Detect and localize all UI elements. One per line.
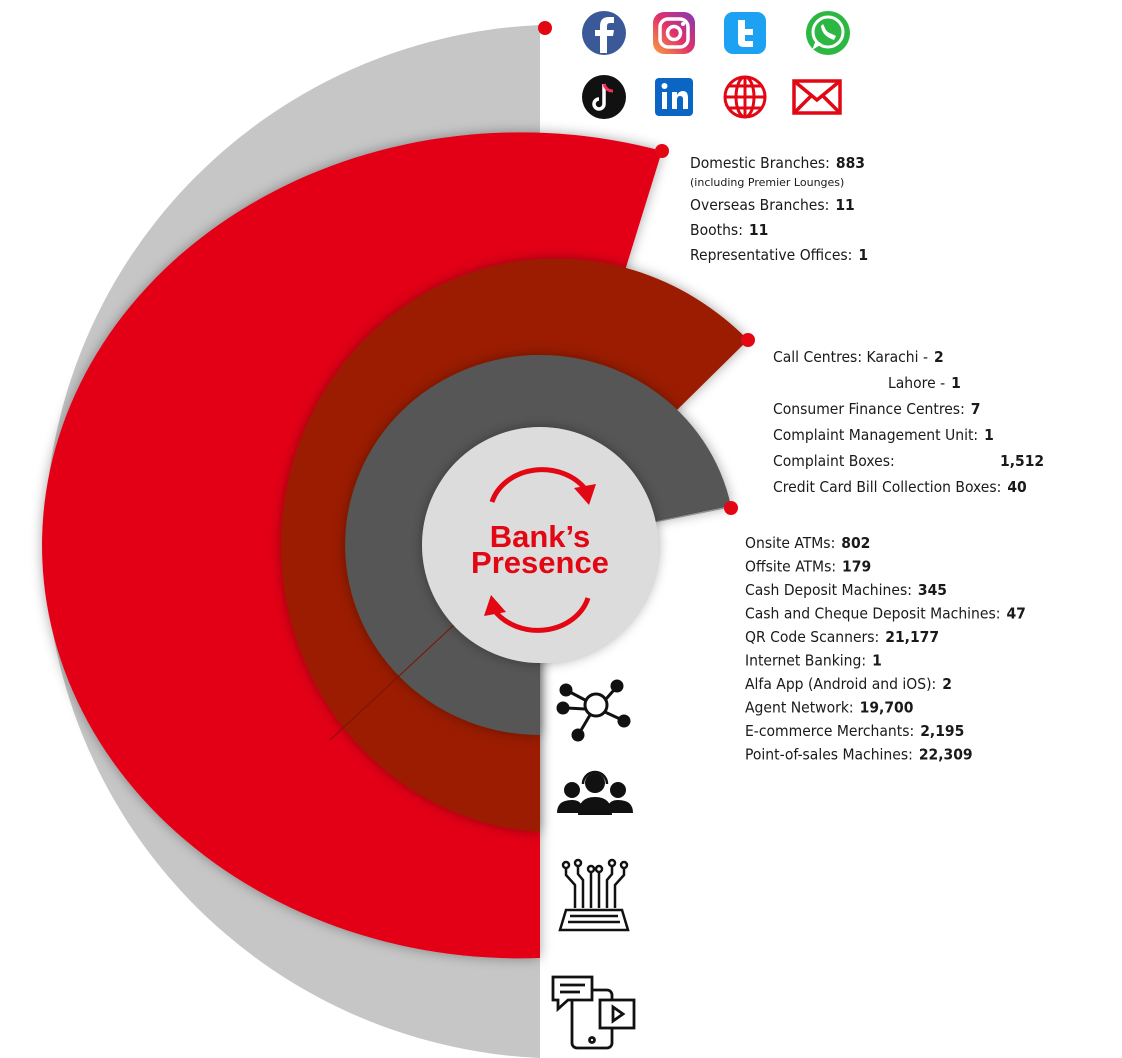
call-centre-icon	[557, 770, 633, 815]
arrow-head	[484, 595, 506, 616]
item-value: 1	[951, 374, 961, 392]
item-line: Booths: 11	[690, 221, 768, 239]
arrow	[492, 597, 591, 633]
item-label: Booths:	[690, 221, 743, 239]
item-label: Lahore -	[888, 374, 945, 392]
dot	[538, 21, 552, 35]
item-label: Offsite ATMs:	[745, 558, 836, 576]
arrow-head	[574, 484, 596, 505]
item-line: Cash Deposit Machines: 345	[745, 581, 947, 599]
item-label: Internet Banking:	[745, 652, 866, 670]
item-label: Call Centres: Karachi -	[773, 348, 928, 366]
arrow	[489, 467, 588, 503]
item-line: Point-of-sales Machines: 22,309	[745, 746, 973, 764]
item-line: Cash and Cheque Deposit Machines: 47	[745, 605, 1026, 623]
item-line: Representative Offices: 1	[690, 246, 868, 264]
dot	[741, 333, 755, 347]
item-value: 2,195	[920, 722, 964, 740]
item-value: 2	[942, 675, 952, 693]
digital-icon	[558, 858, 630, 932]
item-value: 1,512	[1000, 452, 1044, 470]
item-line: Credit Card Bill Collection Boxes: 40	[773, 478, 1027, 496]
item-label: Credit Card Bill Collection Boxes:	[773, 478, 1001, 496]
facebook-icon	[582, 11, 626, 55]
tiktok-icon	[582, 75, 626, 119]
item-value: 1	[984, 426, 994, 444]
item-line: QR Code Scanners: 21,177	[745, 628, 939, 646]
item-value: 179	[842, 558, 871, 576]
item-label: Overseas Branches:	[690, 196, 829, 214]
dot	[724, 501, 738, 515]
item-label: Complaint Boxes:	[773, 452, 895, 470]
item-label: Point-of-sales Machines:	[745, 746, 913, 764]
mobile-icon	[551, 975, 636, 1050]
item-label: Domestic Branches:	[690, 154, 830, 172]
item-line: E-commerce Merchants: 2,195	[745, 722, 964, 740]
center-circle	[422, 427, 658, 663]
item-value: 40	[1007, 478, 1027, 496]
item-value: 802	[841, 534, 870, 552]
dot	[655, 144, 669, 158]
item-value: 11	[749, 221, 768, 239]
item-label: Consumer Finance Centres:	[773, 400, 965, 418]
item-line: Agent Network: 19,700	[745, 699, 914, 717]
item-line: Alfa App (Android and iOS): 2	[745, 675, 952, 693]
item-line: Overseas Branches: 11	[690, 196, 855, 214]
item-label: Cash and Cheque Deposit Machines:	[745, 605, 1000, 623]
linkedin-icon	[655, 78, 693, 116]
item-line: Onsite ATMs: 802	[745, 534, 870, 552]
item-value: 7	[971, 400, 981, 418]
item-label: Onsite ATMs:	[745, 534, 835, 552]
item-value: 11	[835, 196, 854, 214]
item-label: Alfa App (Android and iOS):	[745, 675, 936, 693]
item-value: 19,700	[860, 699, 914, 717]
item-label: Representative Offices:	[690, 246, 852, 264]
item-value: 21,177	[885, 628, 939, 646]
instagram-icon	[653, 12, 695, 54]
network-icon	[556, 679, 631, 742]
web-icon	[723, 75, 767, 119]
item-value: 47	[1006, 605, 1025, 623]
twitter-icon	[724, 12, 766, 54]
center-title: Presence	[471, 545, 609, 580]
email-icon	[792, 79, 842, 115]
item-label: Agent Network:	[745, 699, 854, 717]
item-line: Consumer Finance Centres: 7	[773, 400, 980, 418]
center-title: Bank’s	[490, 519, 591, 554]
item-line: Complaint Management Unit: 1	[773, 426, 994, 444]
item-label: E-commerce Merchants:	[745, 722, 914, 740]
item-label: Cash Deposit Machines:	[745, 581, 912, 599]
item-line: Call Centres: Karachi - 2	[773, 348, 944, 366]
item-value: 1	[858, 246, 868, 264]
item-line: Offsite ATMs: 179	[745, 558, 871, 576]
item-label: QR Code Scanners:	[745, 628, 879, 646]
whatsapp-icon	[806, 11, 850, 55]
item-note: (including Premier Lounges)	[690, 176, 844, 189]
item-value: 22,309	[919, 746, 973, 764]
item-line: Lahore - 1	[888, 374, 961, 392]
item-label: Complaint Management Unit:	[773, 426, 978, 444]
item-line: Internet Banking: 1	[745, 652, 882, 670]
item-line: Complaint Boxes: 1,512	[773, 452, 1044, 470]
item-line: Domestic Branches: 883	[690, 154, 865, 172]
item-value: 1	[872, 652, 882, 670]
item-value: 2	[934, 348, 944, 366]
item-value: 345	[918, 581, 947, 599]
item-value: 883	[836, 154, 865, 172]
